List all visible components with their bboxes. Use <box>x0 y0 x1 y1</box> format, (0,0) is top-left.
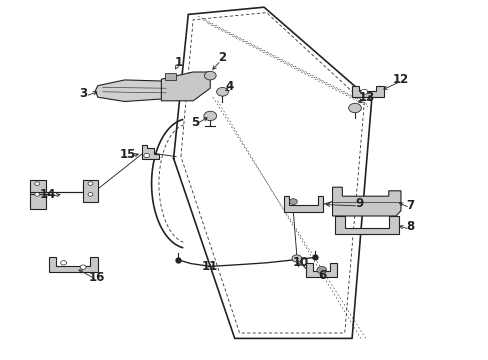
Polygon shape <box>83 180 98 202</box>
Text: 10: 10 <box>292 256 308 269</box>
Text: 5: 5 <box>191 116 199 129</box>
Circle shape <box>80 265 86 269</box>
Text: 6: 6 <box>318 269 326 282</box>
Circle shape <box>348 103 361 113</box>
Text: 1: 1 <box>174 57 182 69</box>
Polygon shape <box>49 257 98 272</box>
Polygon shape <box>334 216 398 234</box>
Circle shape <box>35 182 40 185</box>
Circle shape <box>204 71 216 80</box>
FancyBboxPatch shape <box>165 73 176 80</box>
Text: 14: 14 <box>40 188 56 201</box>
Circle shape <box>316 266 326 274</box>
Circle shape <box>291 255 301 262</box>
Text: 3: 3 <box>79 87 87 100</box>
Text: 11: 11 <box>202 260 218 273</box>
Text: 8: 8 <box>406 220 414 233</box>
Circle shape <box>216 87 228 96</box>
Polygon shape <box>30 180 46 209</box>
Circle shape <box>203 111 216 121</box>
Text: 4: 4 <box>225 80 233 93</box>
Polygon shape <box>30 186 93 194</box>
Circle shape <box>35 193 40 196</box>
Circle shape <box>289 199 297 204</box>
Text: 15: 15 <box>120 148 136 161</box>
Text: 2: 2 <box>218 51 226 64</box>
Circle shape <box>88 193 93 196</box>
Polygon shape <box>305 263 337 277</box>
Text: 16: 16 <box>88 271 105 284</box>
Circle shape <box>88 182 93 185</box>
Circle shape <box>61 261 66 265</box>
Text: 7: 7 <box>406 199 414 212</box>
Polygon shape <box>95 80 176 102</box>
Circle shape <box>143 153 149 158</box>
Circle shape <box>360 89 367 94</box>
Polygon shape <box>351 86 383 97</box>
Text: 13: 13 <box>358 91 374 104</box>
Polygon shape <box>142 145 159 159</box>
Polygon shape <box>283 196 322 212</box>
Text: 12: 12 <box>392 73 408 86</box>
Polygon shape <box>161 72 210 101</box>
Text: 9: 9 <box>355 197 363 210</box>
Polygon shape <box>332 187 400 216</box>
